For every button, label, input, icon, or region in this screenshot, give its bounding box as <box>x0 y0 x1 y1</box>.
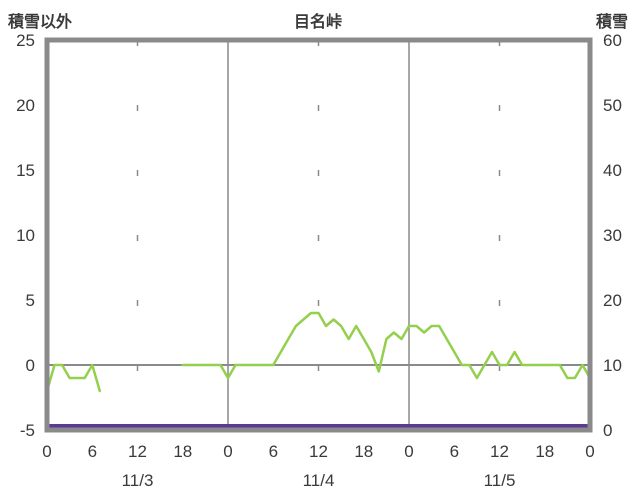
svg-text:11/3: 11/3 <box>122 471 154 490</box>
svg-text:0: 0 <box>404 442 413 461</box>
svg-text:6: 6 <box>269 442 278 461</box>
svg-text:12: 12 <box>128 442 147 461</box>
svg-text:5: 5 <box>26 291 35 310</box>
svg-text:0: 0 <box>585 442 594 461</box>
svg-text:60: 60 <box>603 31 622 50</box>
svg-text:0: 0 <box>603 421 612 440</box>
svg-text:0: 0 <box>42 442 51 461</box>
right-axis-title: 積雪 <box>595 14 628 31</box>
svg-text:20: 20 <box>16 96 35 115</box>
svg-text:6: 6 <box>450 442 459 461</box>
svg-text:0: 0 <box>223 442 232 461</box>
svg-text:18: 18 <box>354 442 373 461</box>
svg-text:11/5: 11/5 <box>484 471 516 490</box>
svg-text:10: 10 <box>603 356 622 375</box>
svg-text:12: 12 <box>490 442 509 461</box>
svg-text:25: 25 <box>16 31 35 50</box>
svg-text:50: 50 <box>603 96 622 115</box>
left-axis-title: 積雪以外 <box>8 14 73 31</box>
svg-text:15: 15 <box>16 161 35 180</box>
svg-text:11/4: 11/4 <box>303 471 335 490</box>
svg-text:18: 18 <box>535 442 554 461</box>
svg-text:30: 30 <box>603 226 622 245</box>
svg-text:0: 0 <box>26 356 35 375</box>
svg-text:10: 10 <box>16 226 35 245</box>
svg-text:20: 20 <box>603 291 622 310</box>
svg-text:6: 6 <box>88 442 97 461</box>
chart-title: 目名峠 <box>293 14 342 31</box>
svg-text:18: 18 <box>173 442 192 461</box>
svg-text:40: 40 <box>603 161 622 180</box>
svg-text:12: 12 <box>309 442 328 461</box>
svg-text:-5: -5 <box>20 421 35 440</box>
